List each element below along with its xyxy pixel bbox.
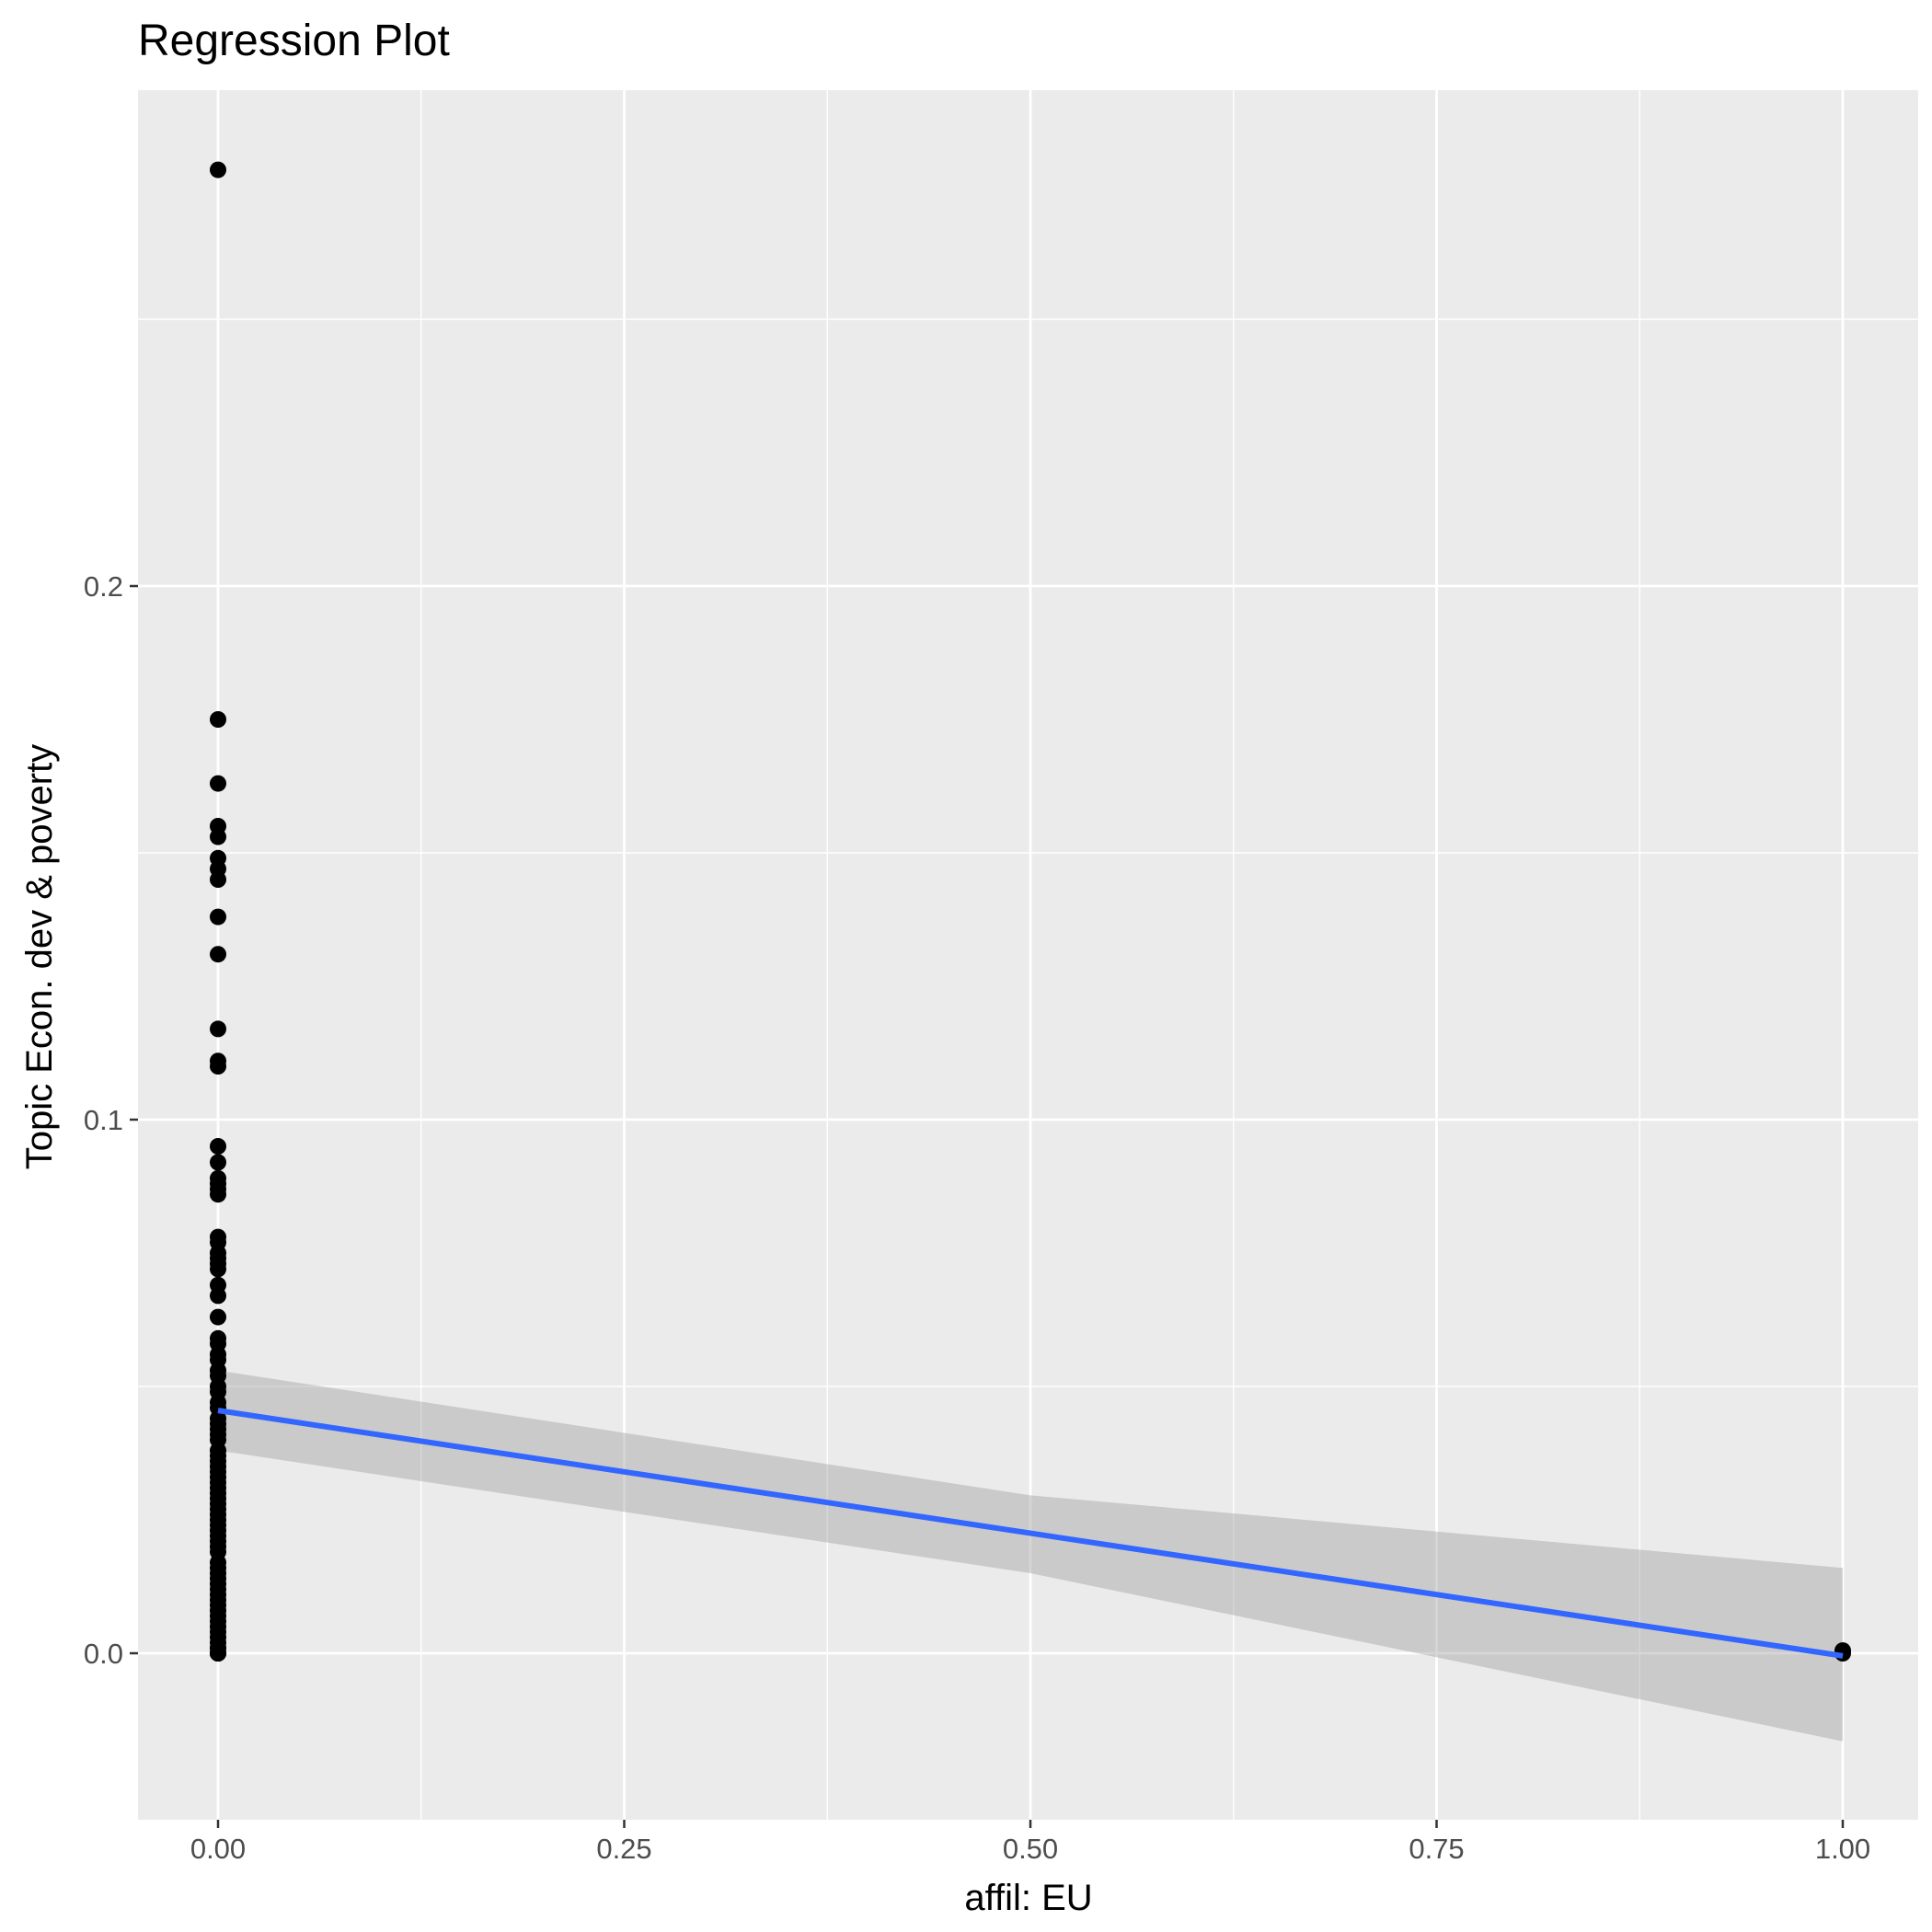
data-point — [210, 1058, 226, 1075]
y-tick-label: 0.2 — [84, 570, 123, 603]
data-point — [210, 1020, 226, 1038]
regression-line — [217, 1408, 1844, 1659]
chart-title: Regression Plot — [138, 17, 450, 65]
data-point — [210, 1154, 226, 1171]
y-tick-label: 0.1 — [84, 1104, 123, 1136]
data-point — [210, 908, 226, 926]
data-point — [210, 871, 226, 888]
data-point — [210, 1186, 226, 1203]
x-axis-title: affil: EU — [964, 1878, 1092, 1918]
data-point — [210, 946, 226, 963]
data-point — [210, 1287, 226, 1305]
x-axis: 0.00 0.25 0.50 0.75 1.00 — [190, 1820, 1870, 1865]
data-point — [210, 1308, 226, 1326]
y-tick-label: 0.0 — [84, 1638, 123, 1670]
y-axis: 0.0 0.1 0.2 — [84, 570, 138, 1670]
x-tick-label: 0.25 — [596, 1833, 651, 1865]
data-point — [210, 161, 226, 178]
x-tick-label: 1.00 — [1815, 1833, 1870, 1865]
x-tick-label: 0.50 — [1003, 1833, 1058, 1865]
data-point — [210, 828, 226, 845]
data-point — [210, 1138, 226, 1155]
data-point — [210, 775, 226, 792]
confidence-band — [218, 1370, 1843, 1742]
data-points — [210, 161, 1851, 1662]
data-point — [210, 1645, 226, 1662]
y-axis-title: Topic Econ. dev & poverty — [19, 744, 60, 1169]
x-tick-label: 0.75 — [1409, 1833, 1464, 1865]
data-point — [210, 711, 226, 728]
data-point — [210, 1260, 226, 1278]
minor-gridlines — [138, 90, 1918, 1820]
x-tick-label: 0.00 — [190, 1833, 246, 1865]
